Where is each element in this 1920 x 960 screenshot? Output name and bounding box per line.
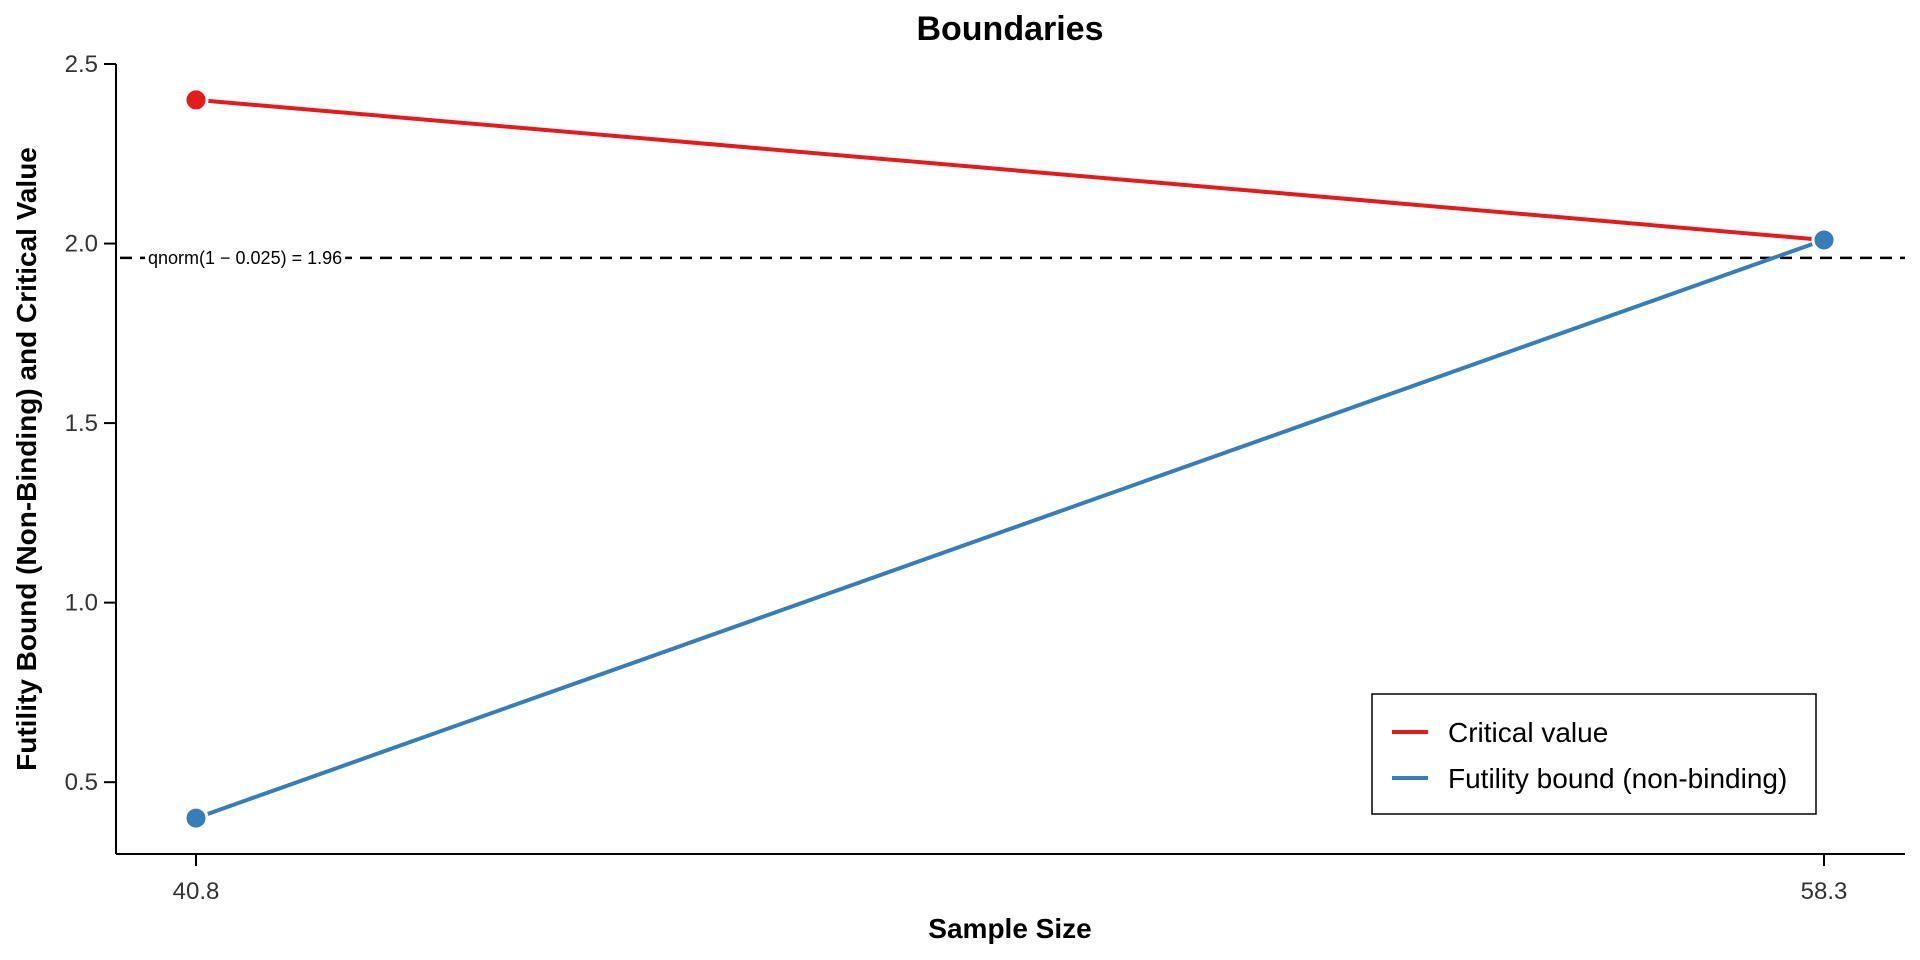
- series-1-point-0: [183, 805, 209, 831]
- legend-label-critical-value: Critical value: [1448, 717, 1608, 748]
- y-tick-label: 2.5: [65, 51, 98, 78]
- x-axis-ticks: 40.8 58.3: [173, 854, 1848, 905]
- reference-line-group: qnorm(1 − 0.025) = 1.96: [120, 247, 1905, 268]
- x-tick-label: 40.8: [173, 878, 220, 905]
- x-tick-label: 58.3: [1801, 878, 1848, 905]
- reference-label-background: [145, 247, 346, 268]
- legend-box: [1371, 693, 1817, 815]
- y-axis-ticks: 0.5 1.0 1.5 2.0 2.5: [65, 51, 116, 796]
- y-axis-title: Futility Bound (Non-Binding) and Critica…: [11, 147, 42, 771]
- y-tick-label: 1.5: [65, 410, 98, 437]
- legend-label-futility-bound: Futility bound (non-binding): [1448, 763, 1787, 794]
- series-line-0: [195, 97, 1825, 242]
- series-0-point-0: [183, 87, 209, 113]
- y-tick-label: 0.5: [65, 769, 98, 796]
- y-tick-label: 1.0: [65, 590, 98, 617]
- chart-title: Boundaries: [916, 10, 1103, 48]
- x-axis-title: Sample Size: [928, 913, 1091, 944]
- series-group: [183, 87, 1837, 831]
- legend: Critical value Futility bound (non-bindi…: [1371, 693, 1817, 815]
- y-tick-label: 2.0: [65, 231, 98, 258]
- reference-line-label: qnorm(1 − 0.025) = 1.96: [148, 248, 342, 268]
- series-line-1: [195, 238, 1825, 820]
- series-1-point-1: [1811, 227, 1837, 253]
